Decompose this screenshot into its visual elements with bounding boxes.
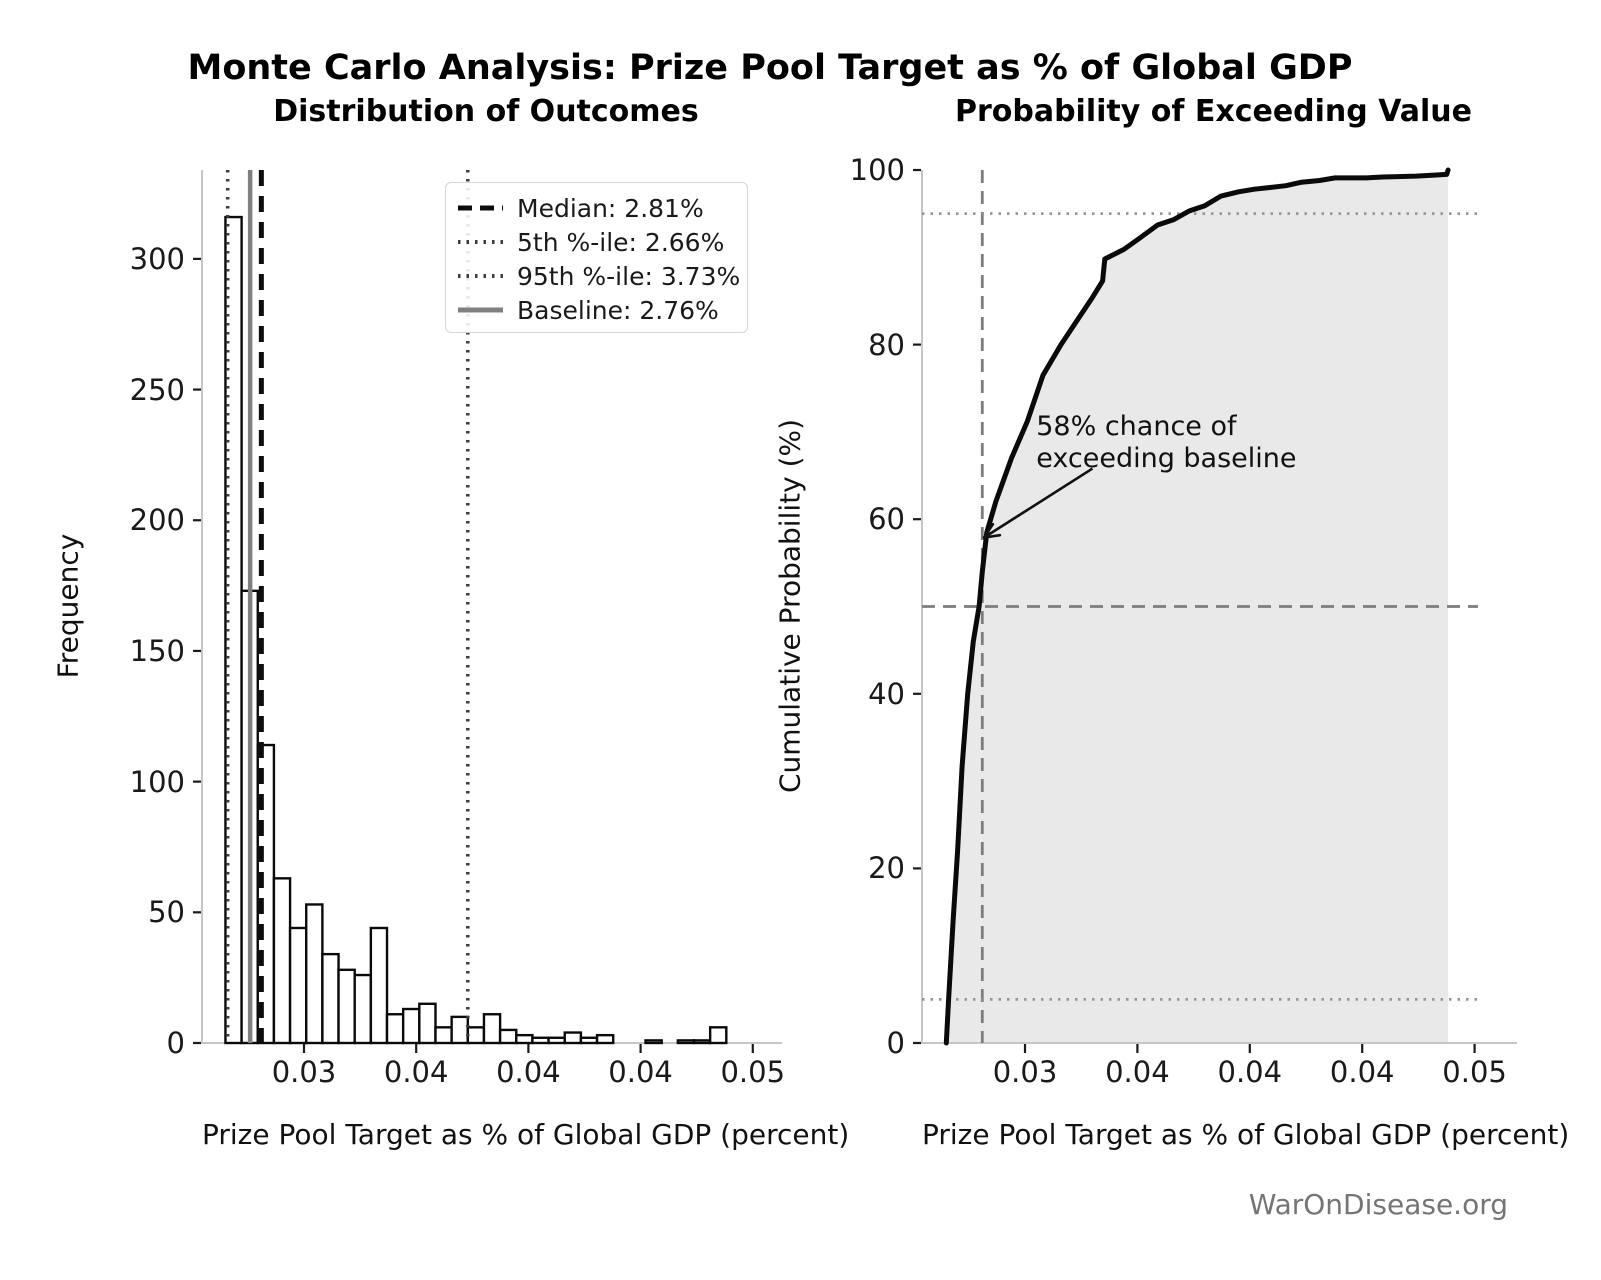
legend-line-sample <box>458 307 503 313</box>
histogram-bar <box>547 1036 566 1045</box>
legend-line-sample <box>458 240 503 244</box>
histogram-bar <box>369 926 389 1045</box>
histogram-bar <box>579 1036 599 1045</box>
footer-watermark: WarOnDisease.org <box>1248 1188 1508 1221</box>
histogram-bar <box>531 1036 550 1045</box>
cdf-ticks <box>913 168 1476 1053</box>
histogram-bar <box>498 1028 518 1045</box>
histogram-y-axis-label: Frequency <box>51 533 85 679</box>
histogram-bar <box>482 1013 502 1045</box>
annotation-arrow <box>982 467 1094 539</box>
legend-entry: Baseline: 2.76% <box>457 294 737 326</box>
histogram-ticks <box>193 257 754 1053</box>
cdf-reference-lines <box>922 170 1478 1043</box>
histogram-reference-lines <box>225 170 470 1043</box>
histogram-bar <box>418 1002 437 1045</box>
histogram-title: Distribution of Outcomes <box>273 94 699 129</box>
legend-entry-label: Baseline: 2.76% <box>517 295 719 325</box>
legend-entry: Median: 2.81% <box>457 192 737 224</box>
histogram-bar <box>337 968 356 1045</box>
histogram-bar <box>272 877 292 1045</box>
histogram-bar <box>515 1033 534 1045</box>
histogram-bar <box>676 1039 696 1045</box>
annotation-line-1: 58% chance of <box>1036 410 1237 442</box>
histogram-bar <box>466 1026 486 1045</box>
histogram-bar <box>595 1033 615 1045</box>
histogram-bar <box>563 1031 583 1045</box>
histogram-bar <box>434 1026 453 1045</box>
histogram-bar <box>644 1039 663 1045</box>
legend-entry-label: 95th %-ile: 3.73% <box>517 261 741 291</box>
histogram-bar <box>401 1007 421 1045</box>
histogram-bar <box>385 1013 405 1045</box>
histogram-bar <box>321 952 340 1045</box>
histogram-bar <box>305 903 324 1045</box>
legend-entry: 5th %-ile: 2.66% <box>457 226 737 258</box>
histogram-x-axis-label: Prize Pool Target as % of Global GDP (pe… <box>202 1118 850 1151</box>
histogram-bar <box>353 973 373 1045</box>
histogram-bar <box>288 926 308 1045</box>
figure-title: Monte Carlo Analysis: Prize Pool Target … <box>187 48 1353 88</box>
histogram-bar <box>256 743 276 1045</box>
cdf-y-axis-label: Cumulative Probability (%) <box>773 418 807 794</box>
histogram-bar <box>692 1039 712 1045</box>
legend-entry-label: 5th %-ile: 2.66% <box>517 227 725 257</box>
cdf-x-axis-label: Prize Pool Target as % of Global GDP (pe… <box>922 1118 1570 1151</box>
histogram-bar <box>450 1015 470 1045</box>
histogram-bar <box>708 1026 728 1045</box>
histogram-bars <box>224 215 728 1045</box>
legend-line-sample <box>458 205 503 211</box>
annotation-line-2: exceeding baseline <box>1036 442 1297 474</box>
cdf-annotation: 58% chance of exceeding baseline <box>1036 411 1296 475</box>
cdf-curve <box>943 167 1451 1046</box>
legend-line-sample <box>458 274 503 278</box>
legend-entry-label: Median: 2.81% <box>517 193 704 223</box>
legend: Median: 2.81% 5th %-ile: 2.66% 95th %-ile:… <box>445 182 748 333</box>
legend-entry: 95th %-ile: 3.73% <box>457 260 741 292</box>
cdf-title: Probability of Exceeding Value <box>954 94 1473 129</box>
